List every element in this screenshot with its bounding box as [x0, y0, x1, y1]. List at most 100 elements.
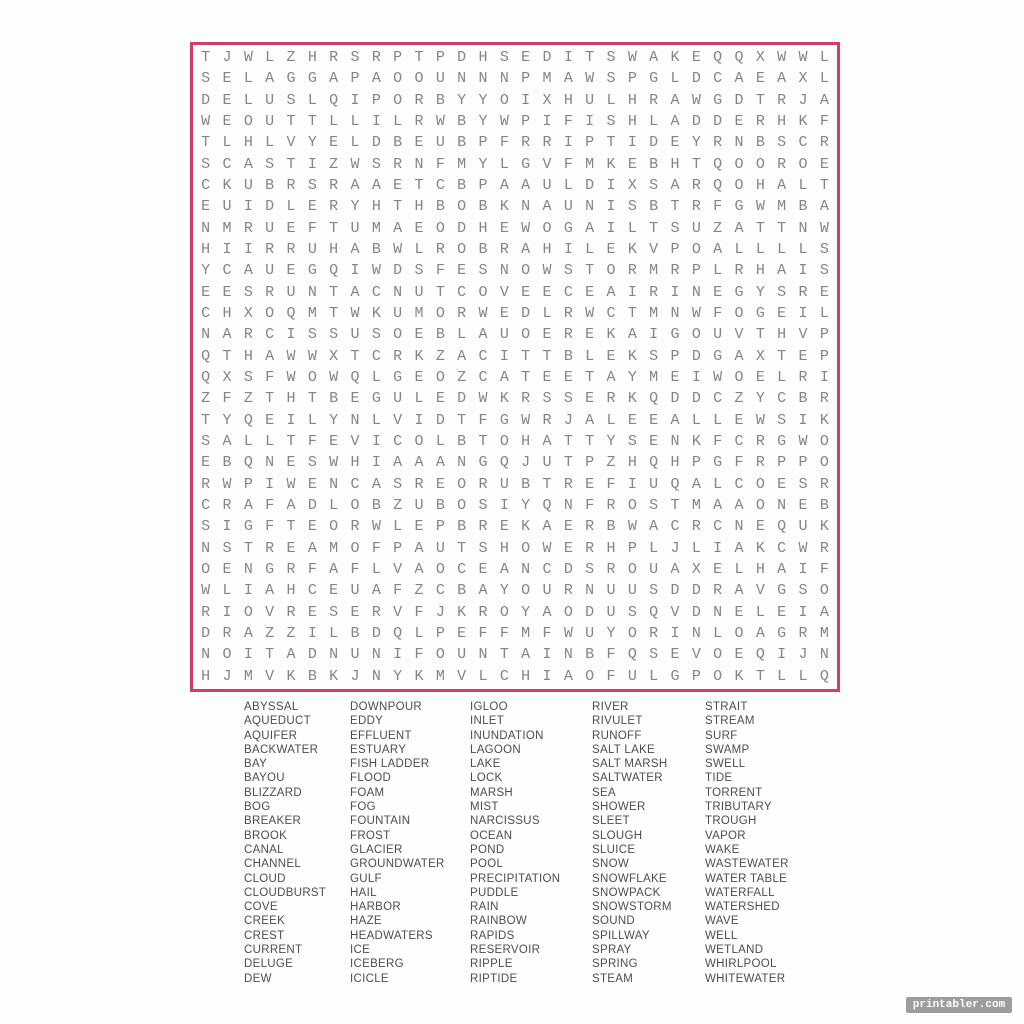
grid-cell[interactable]: D	[457, 390, 467, 408]
grid-cell[interactable]: Y	[521, 497, 531, 515]
grid-cell[interactable]: O	[435, 305, 445, 323]
grid-cell[interactable]: U	[713, 326, 723, 344]
grid-cell[interactable]: G	[393, 369, 403, 387]
grid-cell[interactable]: A	[499, 369, 509, 387]
grid-cell[interactable]: B	[457, 177, 467, 195]
grid-cell[interactable]: W	[329, 454, 339, 472]
grid-cell[interactable]: R	[798, 625, 808, 643]
grid-cell[interactable]: E	[670, 369, 680, 387]
grid-cell[interactable]: R	[819, 475, 829, 493]
grid-cell[interactable]: Y	[755, 390, 765, 408]
grid-cell[interactable]: O	[457, 241, 467, 259]
grid-cell[interactable]: D	[307, 497, 317, 515]
grid-cell[interactable]: C	[713, 390, 723, 408]
grid-cell[interactable]: D	[713, 113, 723, 131]
grid-cell[interactable]: Y	[350, 198, 360, 216]
grid-cell[interactable]: Y	[755, 283, 765, 301]
grid-cell[interactable]: P	[585, 134, 595, 152]
grid-cell[interactable]: Y	[627, 369, 637, 387]
grid-cell[interactable]: S	[563, 390, 573, 408]
grid-cell[interactable]: W	[478, 390, 488, 408]
grid-cell[interactable]: U	[350, 219, 360, 237]
grid-cell[interactable]: N	[585, 582, 595, 600]
grid-cell[interactable]: W	[371, 262, 381, 280]
grid-cell[interactable]: W	[691, 91, 701, 109]
grid-cell[interactable]: T	[414, 177, 424, 195]
grid-cell[interactable]: W	[243, 49, 253, 67]
grid-cell[interactable]: Z	[329, 155, 339, 173]
grid-cell[interactable]: H	[627, 91, 637, 109]
grid-cell[interactable]: S	[393, 475, 403, 493]
grid-cell[interactable]: A	[222, 326, 232, 344]
grid-cell[interactable]: V	[649, 241, 659, 259]
grid-cell[interactable]: T	[286, 113, 296, 131]
grid-cell[interactable]: B	[649, 198, 659, 216]
grid-cell[interactable]: C	[265, 326, 275, 344]
grid-cell[interactable]: A	[414, 454, 424, 472]
grid-cell[interactable]: B	[329, 390, 339, 408]
grid-cell[interactable]: G	[499, 411, 509, 429]
grid-cell[interactable]: E	[414, 134, 424, 152]
grid-cell[interactable]: L	[649, 113, 659, 131]
grid-cell[interactable]: J	[521, 454, 531, 472]
grid-cell[interactable]: X	[627, 177, 637, 195]
grid-cell[interactable]: F	[606, 475, 616, 493]
grid-cell[interactable]: E	[414, 219, 424, 237]
grid-cell[interactable]: N	[521, 198, 531, 216]
grid-cell[interactable]: K	[627, 241, 637, 259]
grid-cell[interactable]: T	[755, 667, 765, 685]
grid-cell[interactable]: G	[777, 582, 787, 600]
grid-cell[interactable]: U	[286, 283, 296, 301]
grid-cell[interactable]: Q	[777, 518, 787, 536]
grid-cell[interactable]: B	[435, 198, 445, 216]
grid-cell[interactable]: S	[649, 582, 659, 600]
grid-cell[interactable]: K	[606, 326, 616, 344]
grid-cell[interactable]: T	[286, 518, 296, 536]
grid-cell[interactable]: N	[734, 134, 744, 152]
grid-cell[interactable]: T	[521, 347, 531, 365]
grid-cell[interactable]: G	[563, 219, 573, 237]
grid-cell[interactable]: C	[393, 433, 403, 451]
grid-cell[interactable]: A	[243, 625, 253, 643]
grid-cell[interactable]: R	[414, 475, 424, 493]
grid-cell[interactable]: W	[627, 49, 637, 67]
grid-cell[interactable]: A	[734, 582, 744, 600]
grid-cell[interactable]: A	[563, 70, 573, 88]
grid-cell[interactable]: A	[777, 262, 787, 280]
grid-cell[interactable]: A	[521, 177, 531, 195]
grid-cell[interactable]: Q	[499, 454, 509, 472]
grid-cell[interactable]: R	[777, 91, 787, 109]
grid-cell[interactable]: N	[563, 646, 573, 664]
grid-cell[interactable]: W	[286, 369, 296, 387]
grid-cell[interactable]: V	[393, 561, 403, 579]
grid-cell[interactable]: L	[371, 561, 381, 579]
grid-cell[interactable]: W	[542, 539, 552, 557]
grid-cell[interactable]: N	[414, 155, 424, 173]
grid-cell[interactable]: L	[243, 70, 253, 88]
grid-cell[interactable]: E	[649, 411, 659, 429]
grid-cell[interactable]: L	[819, 305, 829, 323]
grid-cell[interactable]: X	[798, 70, 808, 88]
grid-cell[interactable]: K	[627, 347, 637, 365]
grid-cell[interactable]: P	[521, 70, 531, 88]
grid-cell[interactable]: W	[755, 198, 765, 216]
grid-cell[interactable]: W	[585, 305, 595, 323]
grid-cell[interactable]: M	[542, 70, 552, 88]
grid-cell[interactable]: E	[307, 198, 317, 216]
grid-cell[interactable]: E	[457, 262, 467, 280]
grid-cell[interactable]: S	[307, 177, 317, 195]
grid-cell[interactable]: T	[393, 198, 403, 216]
grid-cell[interactable]: U	[542, 582, 552, 600]
grid-cell[interactable]: U	[435, 134, 445, 152]
grid-cell[interactable]: W	[627, 518, 637, 536]
grid-cell[interactable]: W	[350, 155, 360, 173]
grid-cell[interactable]: T	[499, 646, 509, 664]
grid-cell[interactable]: V	[670, 603, 680, 621]
grid-cell[interactable]: U	[393, 390, 403, 408]
grid-cell[interactable]: T	[222, 347, 232, 365]
grid-cell[interactable]: R	[734, 262, 744, 280]
grid-cell[interactable]: S	[414, 262, 424, 280]
grid-cell[interactable]: M	[457, 155, 467, 173]
grid-cell[interactable]: B	[435, 326, 445, 344]
grid-cell[interactable]: W	[286, 347, 296, 365]
